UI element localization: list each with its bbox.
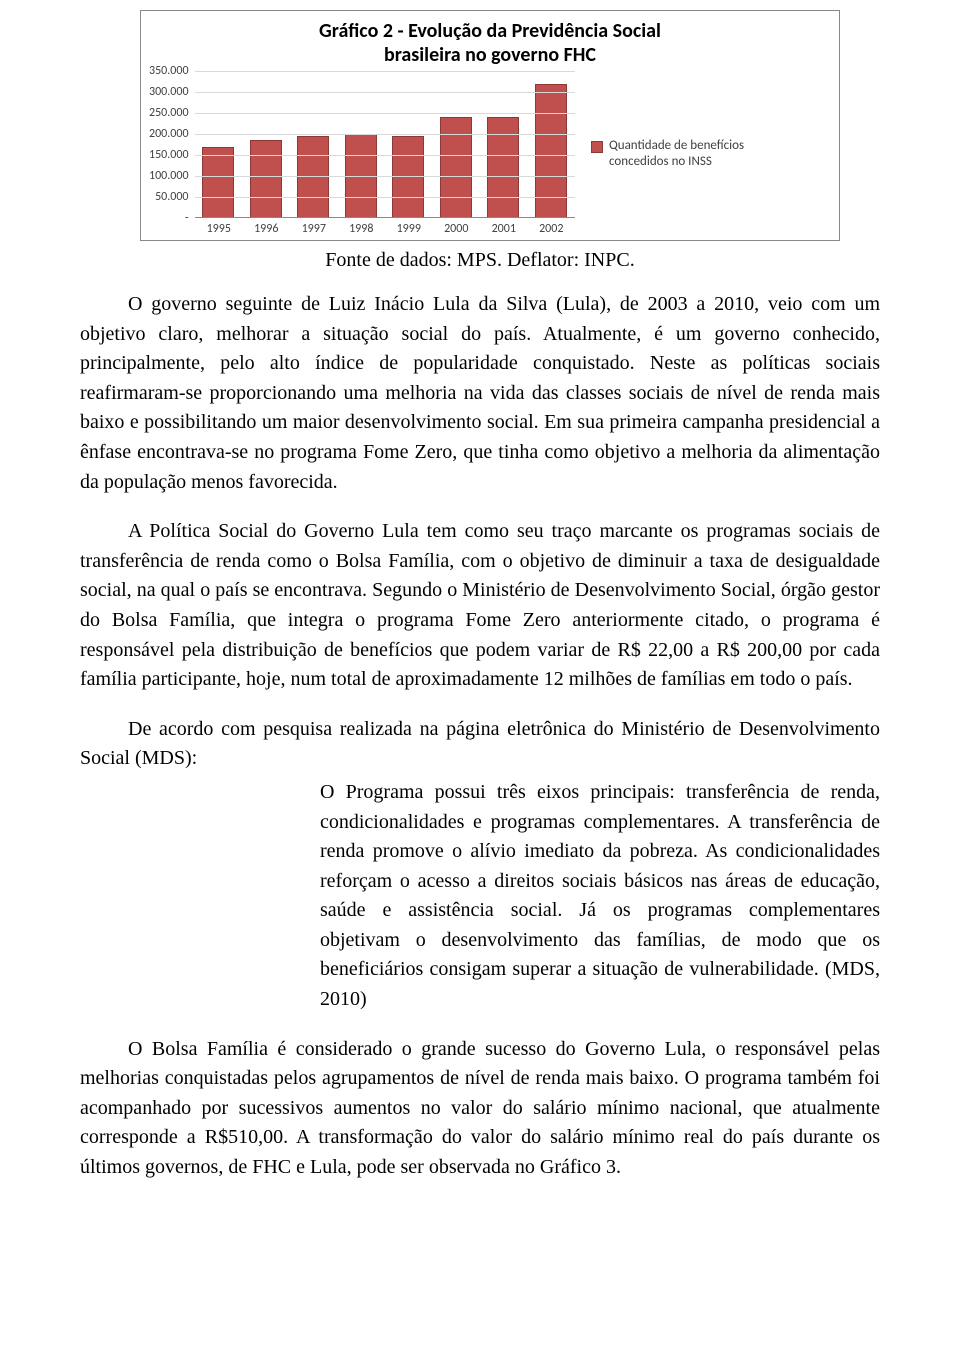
paragraph-2: A Política Social do Governo Lula tem co… [80, 517, 880, 695]
chart-gridline [195, 176, 575, 177]
chart-gridline [195, 92, 575, 93]
chart-bar [250, 140, 282, 218]
chart-bar [487, 117, 519, 218]
x-tick: 1999 [393, 222, 425, 236]
x-tick: 2001 [488, 222, 520, 236]
chart-gridline [195, 71, 575, 72]
legend-label: Quantidade de benefícios concedidos no I… [609, 138, 771, 169]
chart-block: Gráfico 2 - Evolução da Previdência Soci… [140, 10, 840, 241]
x-tick: 1998 [345, 222, 377, 236]
chart-frame: Gráfico 2 - Evolução da Previdência Soci… [140, 10, 840, 241]
chart-baseline [195, 217, 575, 218]
chart-bar [297, 136, 329, 218]
paragraph-1: O governo seguinte de Luiz Inácio Lula d… [80, 290, 880, 497]
x-tick: 1996 [250, 222, 282, 236]
chart-bar [440, 117, 472, 218]
chart-gridline [195, 134, 575, 135]
chart-body: 350.000300.000250.000200.000150.000100.0… [149, 71, 831, 236]
chart-plot-row: 350.000300.000250.000200.000150.000100.0… [149, 71, 575, 218]
x-tick: 1995 [203, 222, 235, 236]
chart-gridline [195, 197, 575, 198]
chart-plot-column: 350.000300.000250.000200.000150.000100.0… [149, 71, 575, 236]
chart-plot-area [195, 71, 575, 218]
document-page: Gráfico 2 - Evolução da Previdência Soci… [0, 10, 960, 1213]
chart-y-axis: 350.000300.000250.000200.000150.000100.0… [149, 71, 195, 218]
chart-legend: Quantidade de benefícios concedidos no I… [591, 138, 771, 169]
chart-x-axis: 1995 1996 1997 1998 1999 2000 2001 2002 [195, 222, 575, 236]
chart-gridline [195, 113, 575, 114]
paragraph-4: O Bolsa Família é considerado o grande s… [80, 1035, 880, 1183]
x-tick: 2000 [440, 222, 472, 236]
block-quote: O Programa possui três eixos principais:… [320, 778, 880, 1015]
legend-swatch [591, 141, 603, 153]
chart-title: Gráfico 2 - Evolução da Previdência Soci… [149, 19, 831, 67]
x-tick: 2002 [535, 222, 567, 236]
x-tick: 1997 [298, 222, 330, 236]
chart-title-line2: brasileira no governo FHC [384, 43, 596, 67]
chart-bar [392, 136, 424, 218]
chart-caption: Fonte de dados: MPS. Deflator: INPC. [80, 249, 880, 272]
chart-title-line1: Gráfico 2 - Evolução da Previdência Soci… [319, 19, 661, 43]
paragraph-3: De acordo com pesquisa realizada na pági… [80, 715, 880, 774]
chart-bars [195, 71, 575, 218]
chart-gridline [195, 155, 575, 156]
chart-bar [202, 147, 234, 218]
